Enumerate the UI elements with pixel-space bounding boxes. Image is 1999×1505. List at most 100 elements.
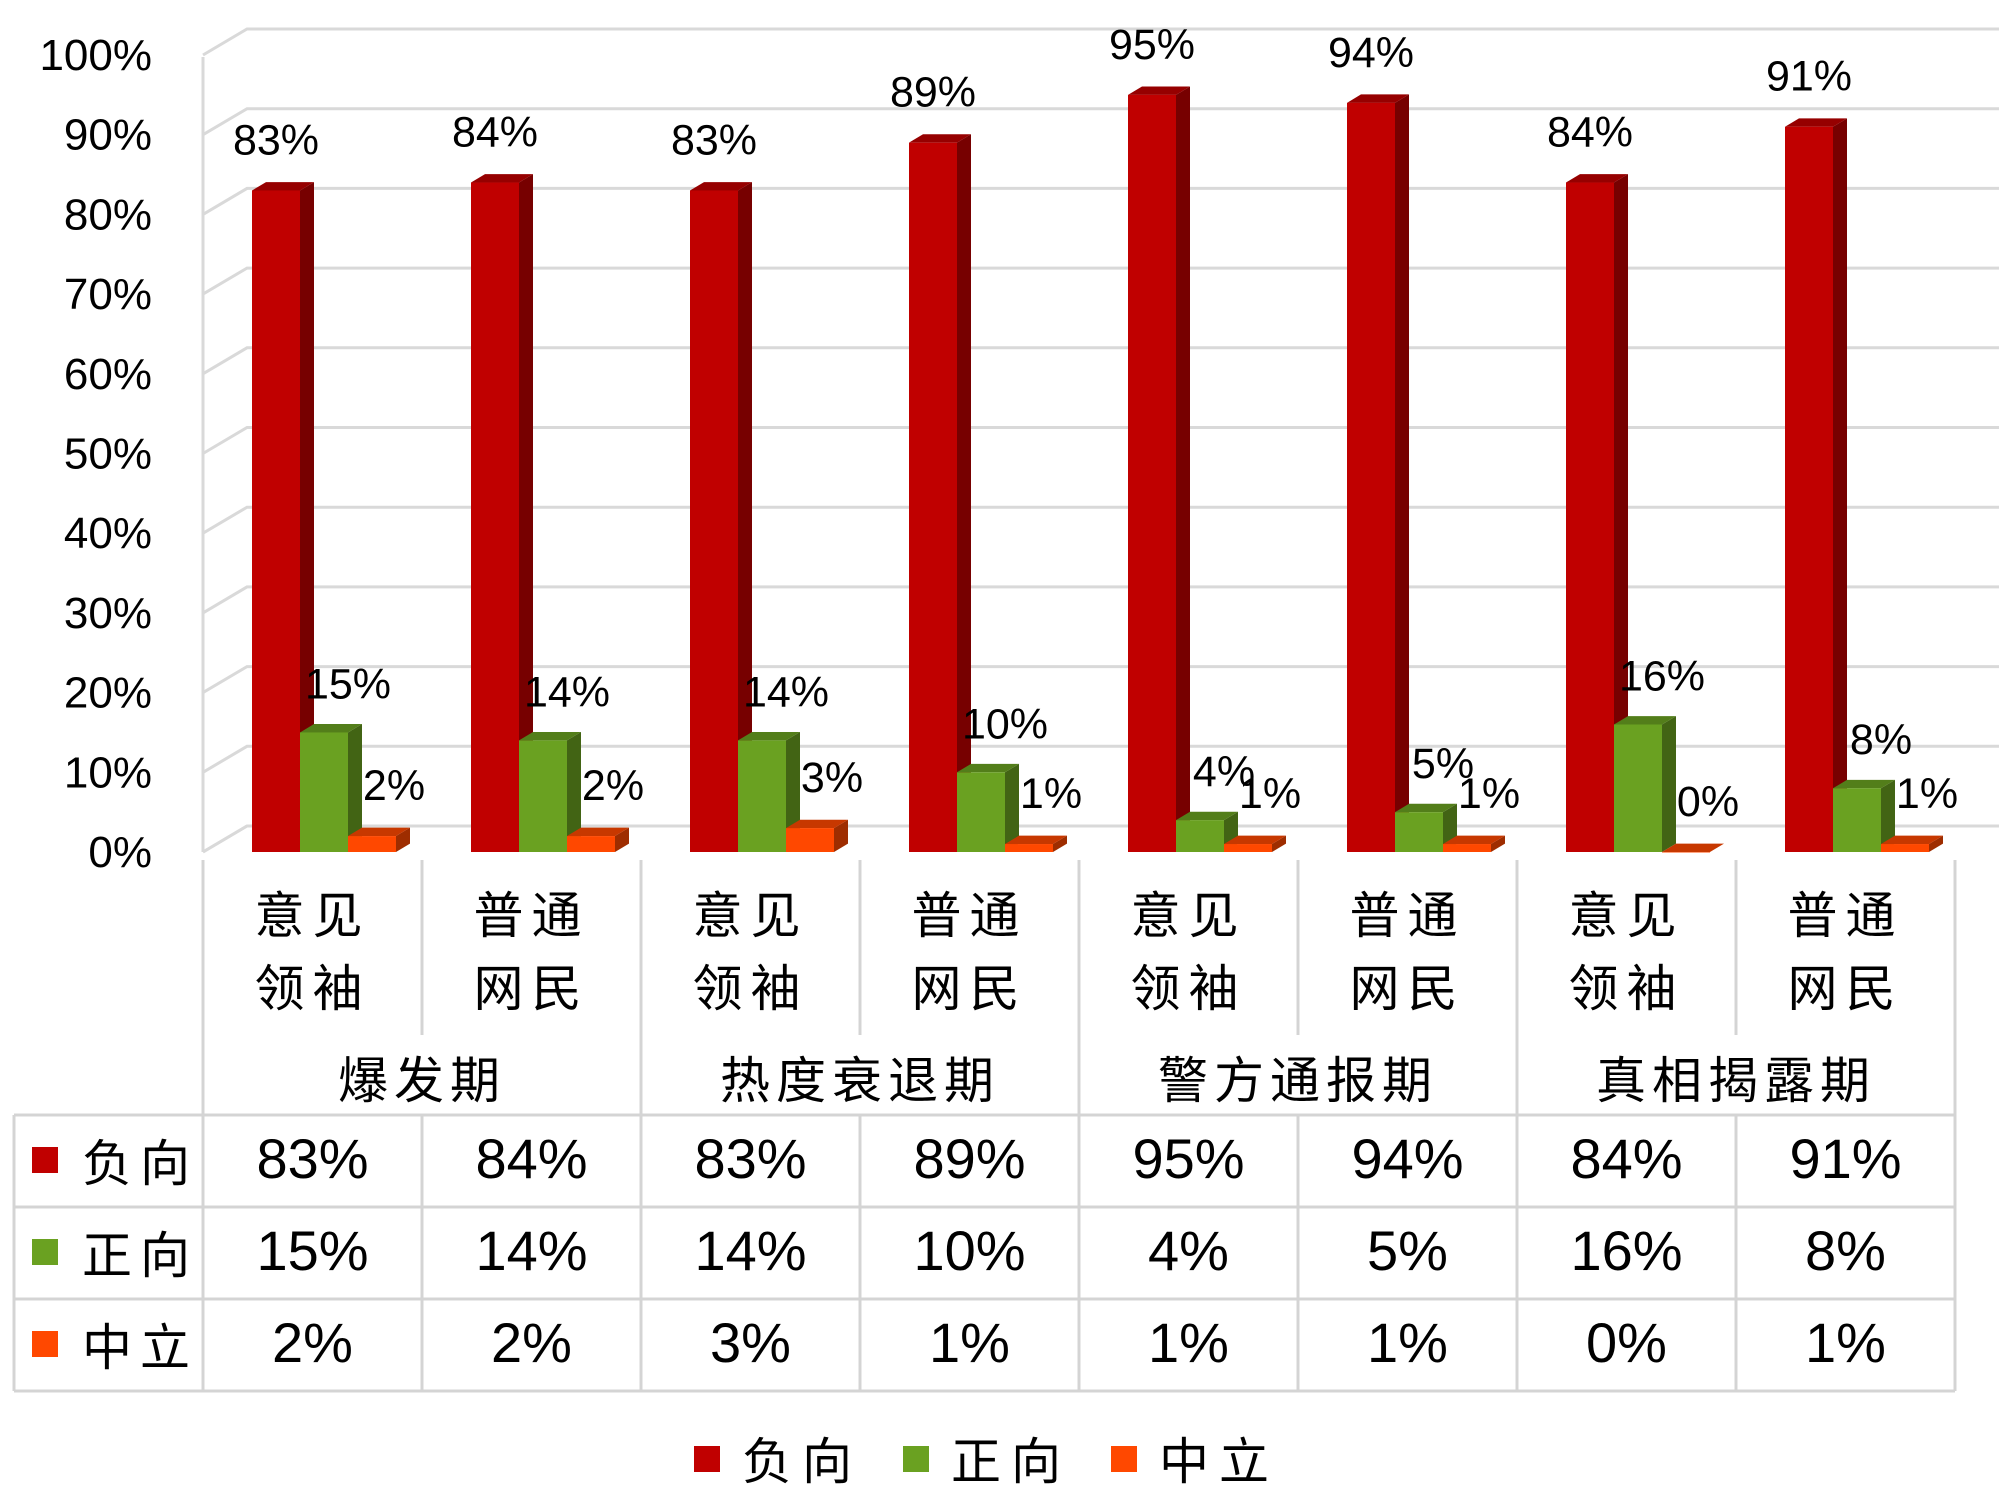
- bar-side-2: [1662, 716, 1676, 852]
- bar-正向: [1614, 724, 1662, 852]
- gridline: [202, 266, 1999, 296]
- category-label: 普通: [474, 887, 590, 945]
- table-legend-key: [32, 1147, 58, 1173]
- bar-top-1: [1347, 94, 1409, 103]
- category-label: 意见: [1569, 887, 1685, 945]
- data-label: 1%: [1020, 770, 1082, 818]
- bar-负向: [909, 142, 957, 853]
- bar-side-2: [1881, 779, 1895, 852]
- category-label: 意见: [1131, 887, 1247, 945]
- bar-side-1: [957, 134, 971, 852]
- data-label: 8%: [1850, 716, 1912, 764]
- bar-负向: [1347, 102, 1395, 852]
- table-cell-value: 16%: [1570, 1219, 1682, 1282]
- bar-top-2: [1833, 779, 1895, 789]
- bar-top-3: [786, 819, 848, 829]
- category-label: 领袖: [1569, 960, 1685, 1018]
- table-cell-value: 2%: [491, 1311, 572, 1374]
- table-cell-value: 5%: [1367, 1219, 1448, 1282]
- bar-side-3: [834, 819, 848, 852]
- data-label: 2%: [582, 762, 644, 810]
- bar-正向: [1395, 812, 1443, 852]
- bar-side-3: [615, 827, 629, 852]
- bar-正向: [519, 740, 567, 852]
- data-label: 5%: [1412, 740, 1474, 788]
- bar-side-3: [1272, 835, 1286, 852]
- bar-side-2: [1005, 763, 1019, 852]
- category-label: 普通: [1350, 887, 1466, 945]
- bar-中立: [1005, 844, 1053, 852]
- data-label: 14%: [524, 668, 610, 716]
- bar-正向: [957, 772, 1005, 852]
- data-label: 1%: [1239, 770, 1301, 818]
- category-label: 意见: [255, 887, 371, 945]
- table-series-name: 负向: [82, 1135, 198, 1193]
- table-cell-value: 84%: [1570, 1127, 1682, 1190]
- bar-side-1: [1395, 94, 1409, 853]
- gridline: [202, 186, 1999, 216]
- table-cell-value: 83%: [694, 1127, 806, 1190]
- y-tick-label: 50%: [64, 430, 152, 479]
- data-label: 14%: [743, 668, 829, 716]
- bar-side-3: [1929, 835, 1943, 852]
- bar-top-2: [957, 763, 1019, 773]
- data-label: 89%: [890, 69, 976, 117]
- table-cell-value: 1%: [1367, 1311, 1448, 1374]
- table-cell-value: 83%: [256, 1127, 368, 1190]
- bar-正向: [1176, 820, 1224, 852]
- group-label: 警方通报期: [1158, 1052, 1438, 1110]
- table-cell-value: 1%: [1805, 1311, 1886, 1374]
- bar-top-1: [909, 134, 971, 143]
- data-label: 91%: [1766, 53, 1852, 101]
- data-label: 3%: [801, 754, 863, 802]
- bar-top-3: [1662, 843, 1724, 852]
- table-cell-value: 10%: [913, 1219, 1025, 1282]
- category-label: 普通: [912, 887, 1028, 945]
- bar-负向: [252, 190, 300, 853]
- bar-top-1: [1566, 174, 1628, 183]
- bar-side-1: [1614, 174, 1628, 852]
- gridline: [202, 744, 1999, 774]
- bar-top-2: [300, 724, 362, 733]
- bar-side-2: [567, 732, 581, 852]
- y-tick-label: 40%: [64, 509, 152, 558]
- data-label: 4%: [1193, 748, 1255, 796]
- table-cell-value: 89%: [913, 1127, 1025, 1190]
- bar-中立: [1443, 844, 1491, 852]
- bar-side-3: [396, 827, 410, 852]
- bar-负向: [690, 190, 738, 853]
- data-label: 95%: [1109, 21, 1195, 69]
- legend-key: [903, 1446, 929, 1472]
- bar-top-1: [1785, 118, 1847, 127]
- bar-top-1: [1128, 86, 1190, 95]
- y-tick-label: 70%: [64, 270, 152, 319]
- data-label: 2%: [363, 762, 425, 810]
- bar-中立: [1881, 844, 1929, 852]
- table-cell-value: 95%: [1132, 1127, 1244, 1190]
- bar-side-1: [300, 182, 314, 853]
- bar-side-1: [1833, 118, 1847, 852]
- gridline: [202, 426, 1999, 455]
- data-label: 84%: [1547, 109, 1633, 157]
- bar-top-1: [471, 174, 533, 183]
- category-label: 普通: [1788, 887, 1904, 945]
- table-cell-value: 4%: [1148, 1219, 1229, 1282]
- category-label: 网民: [474, 960, 590, 1018]
- legend-label: 负向: [742, 1433, 862, 1491]
- bar-中立: [786, 828, 834, 852]
- table-cell-value: 94%: [1351, 1127, 1463, 1190]
- group-label: 热度衰退期: [720, 1052, 1000, 1110]
- gridline: [202, 346, 1999, 376]
- bar-top-3: [1005, 835, 1067, 845]
- data-label: 1%: [1896, 770, 1958, 818]
- data-label: 1%: [1458, 770, 1520, 818]
- table-cell-value: 91%: [1789, 1127, 1901, 1190]
- table-cell-value: 14%: [694, 1219, 806, 1282]
- group-label: 爆发期: [338, 1052, 506, 1110]
- legend-key: [694, 1446, 720, 1472]
- table-cell-value: 2%: [272, 1311, 353, 1374]
- bar-side-3: [1053, 835, 1067, 852]
- gridline: [202, 665, 1999, 694]
- group-label: 真相揭露期: [1596, 1052, 1876, 1110]
